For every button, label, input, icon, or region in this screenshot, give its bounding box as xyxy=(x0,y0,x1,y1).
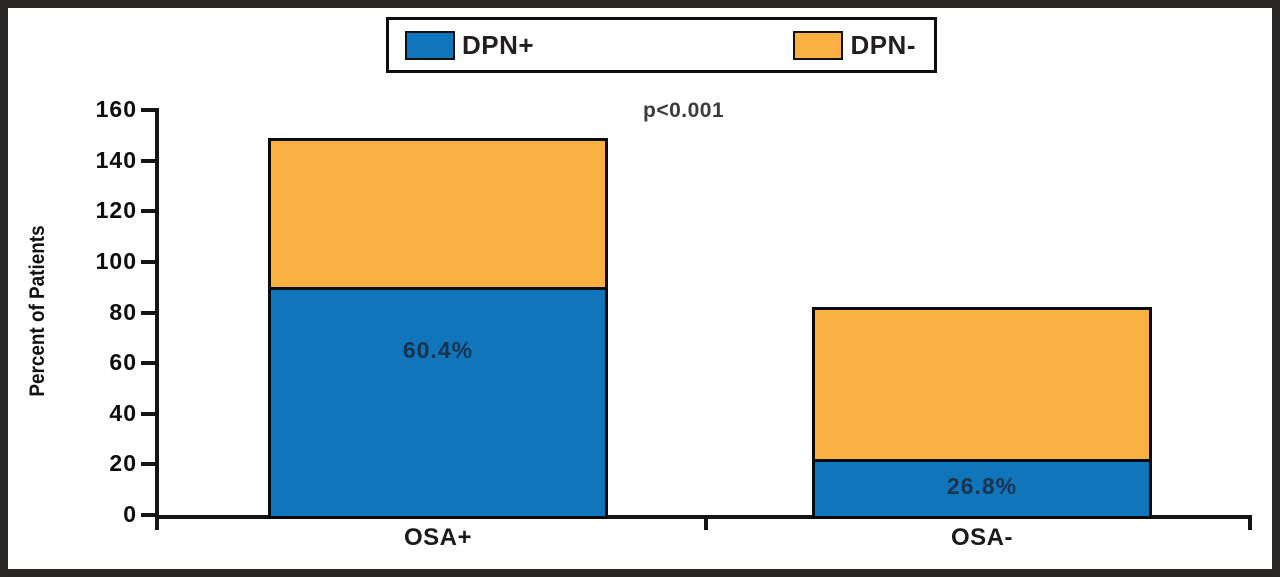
bar-segment-dpn-minus xyxy=(815,310,1149,463)
stacked-bar-osa-minus xyxy=(812,307,1152,519)
y-axis-tick-label: 20 xyxy=(109,450,137,477)
x-axis-tick xyxy=(155,517,159,530)
bar-percent-label: 26.8% xyxy=(946,473,1018,500)
y-axis-tick xyxy=(141,361,157,366)
y-axis-tick xyxy=(141,158,157,163)
x-axis-category-label: OSA- xyxy=(951,524,1013,551)
legend-swatch-icon xyxy=(793,30,844,60)
legend-item-dpn-minus: DPN- xyxy=(793,30,916,61)
bar-segment-dpn-plus xyxy=(815,462,1149,516)
y-axis-tick xyxy=(141,310,157,315)
y-axis-tick-label: 60 xyxy=(109,349,137,376)
stacked-bar-osa-plus xyxy=(268,137,608,519)
legend: DPN+ DPN- xyxy=(386,17,937,73)
x-axis-tick xyxy=(704,517,708,530)
y-axis-tick-label: 160 xyxy=(95,96,137,122)
p-value-annotation: p<0.001 xyxy=(643,99,725,122)
y-axis-tick-label: 100 xyxy=(95,247,137,274)
y-axis-tick xyxy=(141,462,157,467)
y-axis-tick-label: 80 xyxy=(109,298,137,325)
bar-segment-dpn-plus xyxy=(271,290,605,516)
x-axis-category-label: OSA+ xyxy=(403,524,473,551)
legend-swatch-icon xyxy=(405,30,455,60)
x-axis-tick xyxy=(1248,517,1252,530)
bar-percent-label: 60.4% xyxy=(402,337,474,364)
bar-segment-dpn-minus xyxy=(271,140,605,291)
legend-label: DPN+ xyxy=(462,29,535,60)
y-axis-tick xyxy=(141,259,157,264)
y-axis-tick-label: 140 xyxy=(95,146,137,173)
y-axis-tick-label: 0 xyxy=(123,501,137,527)
y-axis-title: Percent of Patients xyxy=(26,225,49,397)
y-axis-tick xyxy=(141,209,157,214)
x-axis-line xyxy=(155,515,1252,519)
y-axis-tick xyxy=(141,108,157,112)
legend-item-dpn-plus: DPN+ xyxy=(405,30,534,61)
y-axis-tick-label: 40 xyxy=(109,399,137,426)
y-axis-tick-label: 120 xyxy=(95,197,137,224)
y-axis-tick xyxy=(141,513,157,517)
legend-label: DPN- xyxy=(850,29,916,60)
y-axis-line xyxy=(155,108,159,518)
y-axis-tick xyxy=(141,411,157,416)
